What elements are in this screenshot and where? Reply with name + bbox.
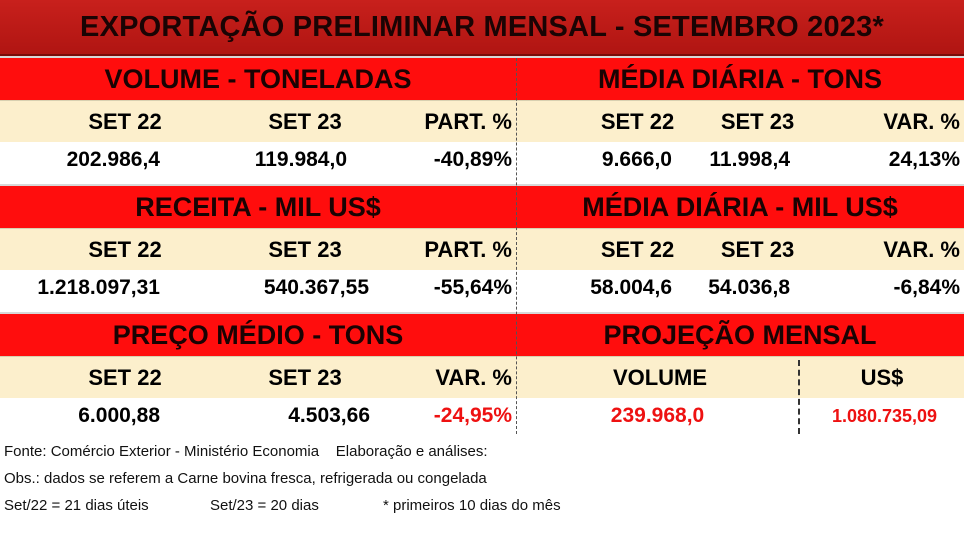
volume-column-headers: SET 22 SET 23 PART. % SET 22 SET 23 VAR.… [0, 100, 964, 142]
col-set23-daily: SET 23 [720, 108, 795, 134]
preco-values-row: 6.000,88 4.503,66 -24,95% 239.968,0 1.08… [0, 398, 964, 434]
col-set22-daily: SET 22 [600, 108, 675, 134]
col-set22: SET 22 [88, 236, 162, 262]
col-set22: SET 22 [88, 364, 162, 390]
volume-set23-value: 119.984,0 [254, 148, 347, 171]
volume-part-value: -40,89% [433, 148, 512, 171]
preco-var-value: -24,95% [433, 404, 512, 427]
col-set23-daily: SET 23 [720, 236, 795, 262]
footer-set23-days: Set/23 = 20 dias [210, 497, 319, 514]
col-projecao-usd: US$ [860, 364, 904, 390]
col-var: VAR. % [883, 108, 960, 134]
col-part: PART. % [424, 108, 512, 134]
preco-header: PREÇO MÉDIO - TONS [0, 312, 516, 356]
volume-daily-set22-value: 9.666,0 [601, 148, 672, 171]
preco-set22-value: 6.000,88 [78, 404, 160, 427]
preco-column-headers: SET 22 SET 23 VAR. % VOLUME US$ [0, 356, 964, 398]
footer-obs: Obs.: dados se referem a Carne bovina fr… [4, 470, 487, 487]
col-var: VAR. % [883, 236, 960, 262]
col-projecao-volume: VOLUME [612, 364, 708, 390]
projecao-divider [798, 360, 800, 434]
projecao-volume-value: 239.968,0 [610, 404, 705, 427]
projecao-header: PROJEÇÃO MENSAL [516, 312, 964, 356]
receita-column-headers: SET 22 SET 23 PART. % SET 22 SET 23 VAR.… [0, 228, 964, 270]
receita-daily-set23-value: 54.036,8 [708, 276, 790, 299]
receita-header: RECEITA - MIL US$ [0, 184, 516, 228]
volume-set22-value: 202.986,4 [66, 148, 160, 171]
footer-note: * primeiros 10 dias do mês [383, 497, 561, 514]
col-set22-daily: SET 22 [600, 236, 675, 262]
col-part: PART. % [424, 236, 512, 262]
preco-set23-value: 4.503,66 [288, 404, 370, 427]
projecao-usd-value: 1.080.735,09 [831, 405, 938, 426]
volume-header: VOLUME - TONELADAS [0, 56, 516, 100]
receita-daily-var-value: -6,84% [893, 276, 960, 299]
col-set23: SET 23 [268, 364, 342, 390]
report-title: EXPORTAÇÃO PRELIMINAR MENSAL - SETEMBRO … [0, 0, 964, 56]
volume-daily-var-value: 24,13% [888, 148, 960, 171]
volume-daily-set23-value: 11.998,4 [709, 148, 790, 171]
col-var: VAR. % [435, 364, 512, 390]
col-set23: SET 23 [268, 236, 342, 262]
footer-source: Fonte: Comércio Exterior - Ministério Ec… [4, 443, 488, 460]
receita-set23-value: 540.367,55 [263, 276, 369, 299]
col-set22: SET 22 [88, 108, 162, 134]
volume-daily-header: MÉDIA DIÁRIA - TONS [516, 56, 964, 100]
column-divider [516, 58, 517, 434]
receita-set22-value: 1.218.097,31 [37, 276, 160, 299]
col-set23: SET 23 [268, 108, 342, 134]
receita-daily-set22-value: 58.004,6 [590, 276, 672, 299]
receita-part-value: -55,64% [433, 276, 512, 299]
receita-daily-header: MÉDIA DIÁRIA - MIL US$ [516, 184, 964, 228]
volume-values-row: 202.986,4 119.984,0 -40,89% 9.666,0 11.9… [0, 142, 964, 178]
footer-set22-days: Set/22 = 21 dias úteis [4, 497, 149, 514]
receita-values-row: 1.218.097,31 540.367,55 -55,64% 58.004,6… [0, 270, 964, 306]
